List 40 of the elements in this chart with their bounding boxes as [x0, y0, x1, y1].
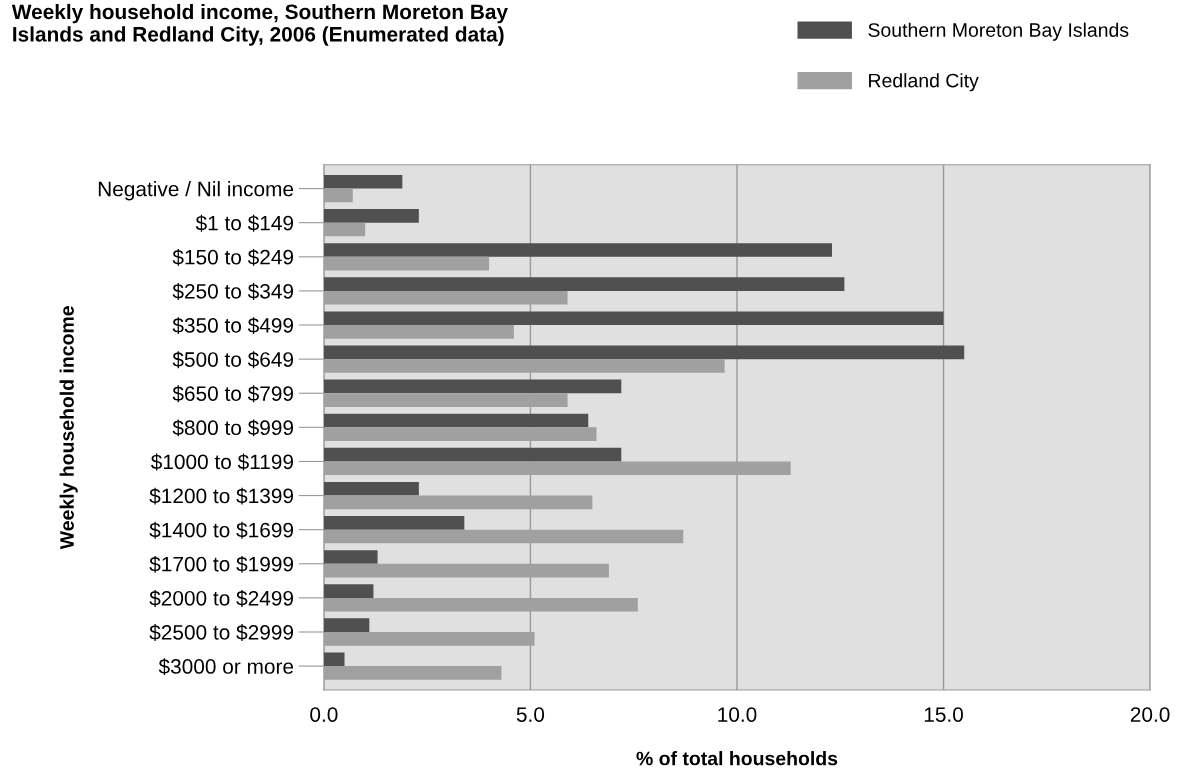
bar: [323, 516, 465, 530]
bar: [323, 447, 622, 462]
bar: [323, 277, 845, 291]
x-axis-title: % of total households: [636, 751, 838, 766]
bar: [323, 243, 832, 257]
x-tick-label: 0.0: [310, 707, 338, 722]
y-tick-label: $1200 to $1399: [149, 487, 294, 505]
y-tick-label: $250 to $349: [172, 283, 294, 300]
y-tick-label: $1 to $149: [195, 214, 294, 232]
bar: [323, 652, 345, 667]
legend-label: Southern Moreton Bay Islands: [868, 22, 1129, 41]
y-tick-label: $800 to $999: [172, 419, 294, 437]
bar: [323, 311, 944, 326]
y-tick-label: Negative / Nil income: [98, 181, 294, 201]
x-tick-label: 20.0: [1130, 707, 1170, 722]
chart-title: Weekly household income, Southern Moreton Bay Islands and Redland City, 2006 (Enumerated data): [11, 3, 508, 46]
y-axis-title: Weekly household income: [59, 306, 78, 550]
y-tick-label: $1400 to $1699: [149, 521, 294, 539]
y-tick-label: $2000 to $2499: [149, 590, 294, 607]
bar: [323, 174, 403, 189]
y-tick-label: $500 to $649: [172, 351, 294, 369]
y-tick-label: $650 to $799: [172, 385, 294, 403]
x-tick-label: 15.0: [924, 707, 963, 722]
bar: [323, 550, 378, 564]
bar: [323, 345, 965, 360]
bar: [323, 481, 419, 496]
bar: [323, 618, 370, 632]
x-tick-label: 10.0: [718, 707, 757, 722]
y-tick-label: $2500 to $2999: [149, 624, 294, 641]
x-tick-label: 5.0: [516, 707, 545, 722]
y-tick-label: $1000 to $1199: [150, 453, 294, 471]
y-tick-label: $1700 to $1999: [149, 555, 294, 573]
bar: [323, 413, 589, 428]
bar: [323, 379, 622, 394]
y-tick-label: $3000 or more: [158, 658, 294, 676]
bar: [323, 584, 374, 598]
legend-label: Redland City: [869, 73, 979, 92]
y-tick-label: $150 to $249: [172, 248, 294, 266]
bar: [323, 209, 419, 223]
y-tick-label: $350 to $499: [172, 317, 294, 335]
